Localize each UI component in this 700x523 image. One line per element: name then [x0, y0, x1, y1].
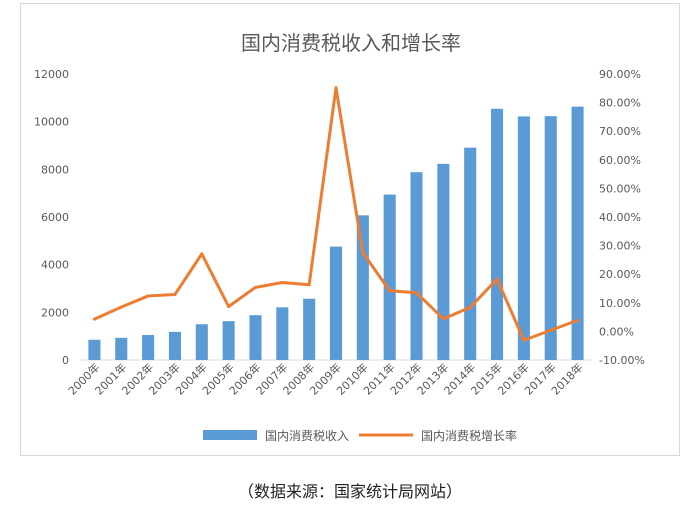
chart-frame: 国内消费税收入和增长率 0 2000 4000 6000 8000 10000 12000 -…	[20, 3, 680, 456]
line-point	[227, 305, 231, 309]
y-right-tick-label: 70.00%	[599, 125, 641, 138]
line-point	[146, 294, 150, 298]
line-point	[522, 338, 526, 342]
legend-line-label: 国内消费税增长率	[421, 428, 517, 443]
y-left-tick-label: 2000	[41, 306, 69, 319]
bar	[115, 337, 128, 360]
combo-chart: 国内消费税收入和增长率 0 2000 4000 6000 8000 10000 12000 -…	[34, 31, 645, 443]
y-right-tick-label: 20.00%	[599, 268, 641, 281]
line-point	[415, 291, 419, 295]
line-point	[173, 293, 177, 297]
bar	[517, 116, 530, 360]
y-left-tick-label: 0	[62, 354, 69, 367]
line-point	[280, 280, 284, 284]
line-point	[388, 289, 392, 293]
bar	[410, 172, 423, 360]
bar-series	[88, 106, 584, 361]
y-left-tick-label: 6000	[41, 211, 69, 224]
bar	[249, 315, 262, 360]
line-point	[576, 318, 580, 322]
y-right-tick-label: 90.00%	[599, 68, 641, 81]
bar	[142, 334, 155, 360]
bar	[383, 194, 396, 360]
source-note: （数据来源：国家统计局网站）	[237, 482, 462, 501]
line-point	[119, 305, 123, 309]
bar	[544, 116, 557, 360]
line-point	[334, 86, 338, 90]
y-right-tick-label: 40.00%	[599, 211, 641, 224]
line-series	[92, 86, 580, 342]
line-point	[441, 317, 445, 321]
bar	[356, 215, 369, 360]
line-point	[361, 251, 365, 255]
line-point	[468, 305, 472, 309]
bar	[491, 108, 504, 361]
y-right-tick-label: 60.00%	[599, 154, 641, 167]
line-point	[307, 283, 311, 287]
legend-bar-swatch	[203, 430, 257, 440]
line-point	[495, 277, 499, 281]
y-right-tick-label: 0.00%	[599, 325, 634, 338]
y-right-tick-label: -10.00%	[599, 354, 645, 367]
chart-title: 国内消费税收入和增长率	[241, 31, 461, 55]
y-left-tick-label: 10000	[34, 116, 69, 129]
y-right-tick-label: 50.00%	[599, 182, 641, 195]
bar	[303, 298, 316, 360]
y-left-tick-label: 12000	[34, 68, 69, 81]
bar	[329, 246, 343, 360]
y-right-tick-label: 80.00%	[599, 97, 641, 110]
line-point	[253, 285, 257, 289]
bar	[437, 163, 450, 360]
bar	[571, 106, 584, 360]
line-point	[549, 328, 553, 332]
line-point	[92, 317, 96, 321]
bar	[464, 147, 477, 360]
legend-bar-label: 国内消费税收入	[265, 429, 349, 443]
line-point	[200, 252, 204, 256]
y-right-tick-label: 30.00%	[599, 240, 641, 253]
bar	[88, 339, 101, 360]
bar	[195, 324, 208, 360]
legend: 国内消费税收入 国内消费税增长率	[203, 428, 517, 443]
bar	[222, 321, 235, 360]
bar	[168, 331, 181, 360]
bar	[276, 307, 289, 360]
y-left-tick-label: 8000	[41, 163, 69, 176]
y-left-tick-label: 4000	[41, 259, 69, 272]
y-right-tick-label: 10.00%	[599, 297, 641, 310]
